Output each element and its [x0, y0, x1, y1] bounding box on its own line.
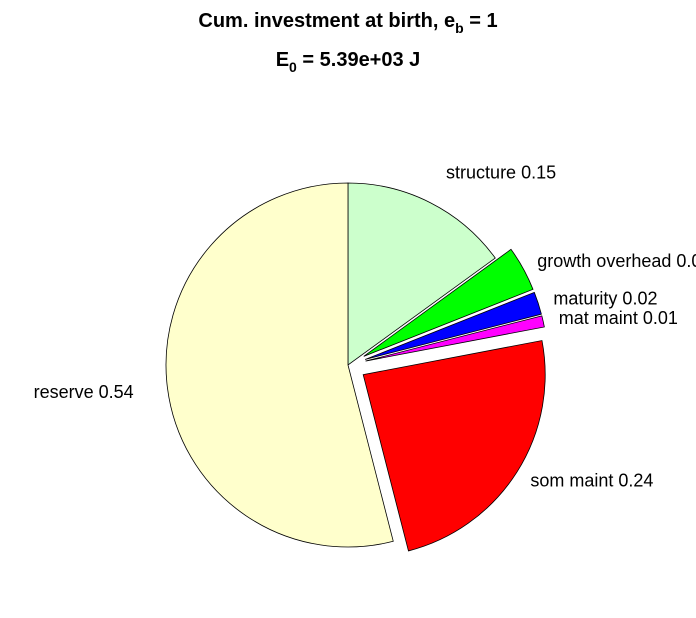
- pie-slices: [165, 182, 546, 552]
- pie-slice-som-maint: [362, 340, 546, 552]
- chart-title-line1: Cum. investment at birth, eb = 1: [198, 10, 497, 36]
- pie-slice-reserve: [165, 182, 394, 548]
- pie-label-som-maint: som maint 0.24: [530, 471, 653, 491]
- chart-title-line2: E0 = 5.39e+03 J: [276, 49, 421, 75]
- pie-label-mat-maint: mat maint 0.01: [559, 308, 678, 328]
- pie-label-growth-overhead: growth overhead 0.04: [537, 251, 696, 271]
- pie-slice-mat-maint: [365, 315, 545, 362]
- pie-labels: structure 0.15 growth overhead 0.04 maturi…: [34, 163, 696, 491]
- pie-slice-maturity: [364, 291, 542, 360]
- pie-slice-growth-overhead: [363, 248, 534, 357]
- pie-slice-structure: [347, 182, 496, 366]
- pie-label-structure: structure 0.15: [446, 163, 556, 183]
- pie-label-maturity: maturity 0.02: [553, 288, 657, 308]
- pie-label-reserve: reserve 0.54: [34, 382, 134, 402]
